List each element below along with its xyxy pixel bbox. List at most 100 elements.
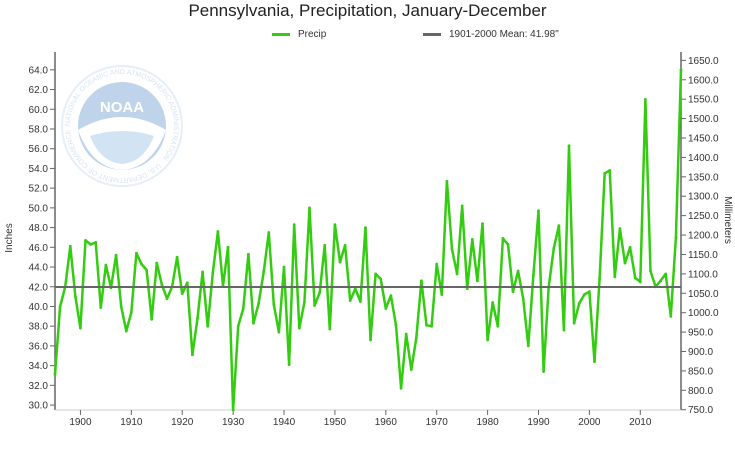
y-tick-label-right: 1000.0 <box>688 308 719 319</box>
data-point-precip <box>399 386 403 390</box>
data-point-precip <box>201 270 204 274</box>
legend-swatch-mean <box>423 33 441 36</box>
data-point-precip <box>191 353 194 357</box>
data-point-precip <box>94 240 98 244</box>
y-tick-label-left: 32.0 <box>29 381 49 392</box>
data-point-precip <box>440 293 444 297</box>
data-point-precip <box>481 222 484 226</box>
data-point-precip <box>124 329 128 333</box>
y-tick-label-left: 34.0 <box>29 361 49 372</box>
y-tick-label-left: 36.0 <box>29 341 49 352</box>
data-point-precip <box>389 294 393 298</box>
data-point-precip <box>165 297 169 300</box>
data-point-precip <box>649 269 652 273</box>
data-point-precip <box>486 338 490 342</box>
data-point-precip <box>287 363 291 367</box>
legend-swatch-precip <box>272 33 290 36</box>
y-tick-label-left: 56.0 <box>29 144 49 155</box>
data-point-precip <box>409 368 413 371</box>
data-point-precip <box>104 263 108 267</box>
y-axis-title-right: Millimeters <box>722 196 733 244</box>
data-point-precip <box>537 209 540 213</box>
data-point-precip <box>292 223 296 227</box>
legend-item-mean[interactable]: 1901-2000 Mean: 41.98" <box>423 29 559 40</box>
y-tick-label-right: 1050.0 <box>688 289 719 300</box>
y-tick-label-left: 46.0 <box>29 243 49 254</box>
chart-title: Pennsylvania, Precipitation, January-Dec… <box>188 1 547 20</box>
data-point-precip <box>84 239 87 242</box>
x-tick-label: 1900 <box>69 417 92 428</box>
data-point-precip <box>608 169 612 172</box>
data-point-precip <box>623 261 627 265</box>
x-tick-label: 2010 <box>629 417 652 428</box>
data-point-precip <box>582 293 586 297</box>
legend-label-mean: 1901-2000 Mean: 41.98" <box>449 29 559 40</box>
data-point-precip <box>491 301 495 304</box>
data-point-precip <box>598 277 601 281</box>
x-tick-label: 1970 <box>426 417 449 428</box>
data-point-precip <box>216 230 220 233</box>
data-point-precip <box>302 301 306 304</box>
data-point-precip <box>343 243 347 247</box>
data-point-precip <box>425 323 428 327</box>
noaa-logo: NOAA NATIONAL OCEANIC AND ATMOSPHERIC AD… <box>61 65 183 187</box>
data-point-precip <box>272 303 276 306</box>
data-point-precip <box>470 238 474 241</box>
x-tick-label: 1950 <box>324 417 347 428</box>
y-tick-label-right: 1600.0 <box>688 75 719 86</box>
data-point-precip <box>628 245 632 249</box>
y-tick-label-left: 48.0 <box>29 223 49 234</box>
data-point-precip <box>618 227 622 230</box>
data-point-precip <box>252 321 255 325</box>
data-point-precip <box>211 271 215 275</box>
data-point-precip <box>669 314 673 318</box>
data-point-precip <box>465 287 469 291</box>
data-point-precip <box>308 206 311 210</box>
y-tick-label-right: 1150.0 <box>688 250 718 261</box>
data-point-precip <box>379 277 383 281</box>
y-tick-label-left: 42.0 <box>29 282 49 293</box>
data-point-precip <box>348 299 352 302</box>
data-point-precip <box>236 324 240 328</box>
data-point-precip <box>450 247 454 251</box>
data-point-precip <box>313 304 316 307</box>
y-tick-label-left: 30.0 <box>29 401 49 412</box>
x-tick-label: 1940 <box>273 417 296 428</box>
y-axis-right: 750.0 800.0 850.0 900.0 950.0 1000.0 1050.0 110… <box>681 56 719 416</box>
data-point-precip <box>79 326 82 330</box>
y-tick-label-right: 1550.0 <box>688 95 719 106</box>
data-point-precip <box>338 260 342 264</box>
x-tick-label: 1910 <box>120 417 143 428</box>
data-point-precip <box>496 324 500 328</box>
y-tick-label-right: 900.0 <box>688 347 713 358</box>
data-point-precip <box>364 226 367 229</box>
data-point-precip <box>206 324 210 328</box>
data-point-precip <box>89 242 93 246</box>
data-point-precip <box>267 231 271 234</box>
data-point-precip <box>262 270 266 274</box>
data-point-precip <box>414 336 418 340</box>
series-layer <box>53 68 683 412</box>
y-tick-label-right: 1650.0 <box>688 56 719 67</box>
y-tick-label-left: 50.0 <box>29 203 49 214</box>
data-point-precip <box>659 279 663 283</box>
y-tick-label-right: 800.0 <box>688 386 713 397</box>
x-tick-label: 1990 <box>527 417 550 428</box>
data-point-precip <box>53 373 57 376</box>
x-tick-label: 1930 <box>222 417 245 428</box>
y-tick-label-right: 1400.0 <box>688 153 719 164</box>
y-tick-label-right: 1500.0 <box>688 114 719 125</box>
data-point-precip <box>420 279 423 283</box>
y-tick-label-left: 58.0 <box>29 124 49 135</box>
y-tick-label-right: 1350.0 <box>688 172 719 183</box>
data-point-precip <box>160 283 164 287</box>
y-axis-title-left: Inches <box>4 223 15 252</box>
y-axis-left: 30.0 32.0 34.0 36.0 38.0 40.0 42.0 44.0 46.0 48.0… <box>29 65 55 412</box>
data-point-precip <box>369 338 372 342</box>
y-tick-label-right: 1300.0 <box>688 192 719 203</box>
y-tick-label-left: 60.0 <box>29 105 49 116</box>
y-tick-label-right: 1250.0 <box>688 211 719 222</box>
data-point-precip <box>73 295 77 299</box>
legend-item-precip[interactable]: Precip <box>272 29 326 40</box>
